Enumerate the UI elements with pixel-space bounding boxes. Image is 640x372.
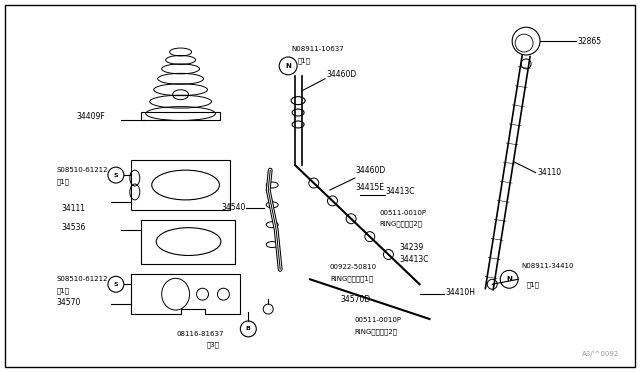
- Text: （1）: （1）: [56, 178, 69, 185]
- Text: 34409F: 34409F: [76, 112, 105, 121]
- Text: N: N: [506, 276, 512, 282]
- Circle shape: [263, 304, 273, 314]
- Text: S08510-61212: S08510-61212: [56, 167, 108, 173]
- Text: RINGリング（2）: RINGリング（2）: [380, 221, 423, 227]
- Text: （3）: （3）: [207, 342, 220, 349]
- Text: RINGリング（1）: RINGリング（1）: [330, 275, 373, 282]
- Text: S08510-61212: S08510-61212: [56, 276, 108, 282]
- Text: N: N: [285, 63, 291, 69]
- Text: 08116-81637: 08116-81637: [177, 331, 224, 337]
- Text: 34239: 34239: [399, 243, 424, 252]
- Text: （1）: （1）: [298, 57, 311, 64]
- Text: 34460D: 34460D: [356, 166, 386, 175]
- Text: （1）: （1）: [527, 281, 540, 288]
- Text: N08911-34410: N08911-34410: [521, 263, 573, 269]
- Text: 34410H: 34410H: [445, 288, 476, 297]
- Text: 34413C: 34413C: [386, 187, 415, 196]
- Bar: [131, 160, 230, 210]
- Text: 00511-0010P: 00511-0010P: [380, 210, 427, 216]
- Text: 34536: 34536: [61, 223, 86, 232]
- Text: 34460D: 34460D: [326, 70, 356, 79]
- Text: 34540: 34540: [221, 203, 245, 212]
- Bar: [141, 220, 236, 264]
- Text: 34111: 34111: [61, 204, 85, 213]
- Text: 00922-50810: 00922-50810: [330, 264, 377, 270]
- Text: B: B: [246, 326, 251, 331]
- Text: 34110: 34110: [538, 168, 562, 177]
- Text: （1）: （1）: [56, 287, 69, 294]
- Text: 32865: 32865: [578, 36, 602, 46]
- Bar: [141, 112, 220, 119]
- Text: A3/'^0092: A3/'^0092: [582, 351, 619, 357]
- Text: 34570: 34570: [56, 298, 81, 307]
- Text: N08911-10637: N08911-10637: [291, 46, 344, 52]
- Text: 34413C: 34413C: [399, 255, 429, 264]
- Text: RINGリング（2）: RINGリング（2）: [355, 328, 398, 334]
- Text: 34570D: 34570D: [340, 295, 370, 304]
- Text: 34415E: 34415E: [356, 183, 385, 192]
- Text: S: S: [113, 173, 118, 177]
- Text: S: S: [113, 282, 118, 287]
- Text: 00511-0010P: 00511-0010P: [355, 317, 402, 323]
